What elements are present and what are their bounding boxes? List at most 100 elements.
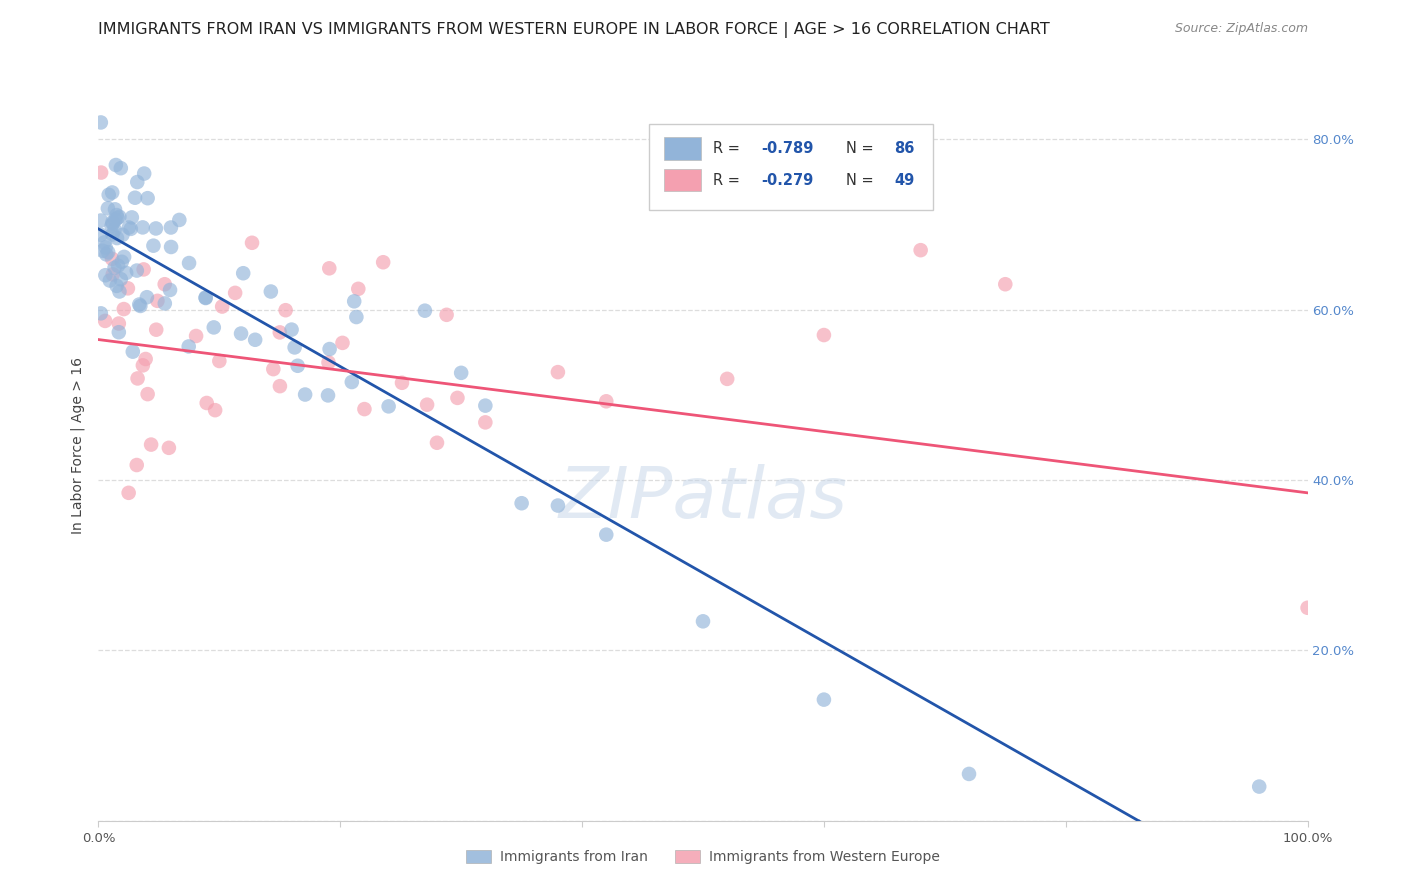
Point xyxy=(474,399,496,413)
Point xyxy=(136,387,159,401)
Point xyxy=(90,213,112,227)
Point xyxy=(157,441,180,455)
Text: 49: 49 xyxy=(894,172,914,187)
Point xyxy=(111,254,134,268)
Point xyxy=(994,277,1017,292)
Point xyxy=(142,238,165,252)
Point xyxy=(108,285,131,299)
Point xyxy=(813,692,835,706)
Point xyxy=(373,255,395,269)
Point xyxy=(112,250,135,264)
Point xyxy=(100,219,122,233)
Point xyxy=(105,208,128,222)
Point xyxy=(121,211,143,225)
Point xyxy=(269,326,291,340)
Point xyxy=(112,301,135,316)
Text: 86: 86 xyxy=(894,141,914,156)
Point xyxy=(118,220,141,235)
Point xyxy=(160,240,183,254)
Point xyxy=(108,317,131,331)
Point xyxy=(121,344,143,359)
Point xyxy=(103,260,125,275)
Point xyxy=(96,247,118,261)
FancyBboxPatch shape xyxy=(664,137,700,160)
Point xyxy=(97,245,120,260)
Point xyxy=(97,187,120,202)
Point xyxy=(211,300,233,314)
Point xyxy=(108,210,131,224)
Point xyxy=(135,290,157,304)
Point xyxy=(377,400,399,414)
Point xyxy=(194,291,217,305)
Point xyxy=(343,294,366,309)
Point xyxy=(131,220,153,235)
Text: -0.279: -0.279 xyxy=(761,172,813,187)
Point xyxy=(94,240,117,254)
Point xyxy=(243,333,266,347)
Point xyxy=(104,202,127,217)
Point xyxy=(450,366,472,380)
Point xyxy=(547,365,569,379)
Point xyxy=(110,161,132,176)
Point xyxy=(318,261,340,276)
Point xyxy=(416,398,439,412)
FancyBboxPatch shape xyxy=(648,124,932,210)
Point xyxy=(284,340,307,354)
Point xyxy=(177,256,200,270)
Point xyxy=(1249,780,1271,794)
Point xyxy=(132,262,155,277)
Text: R =: R = xyxy=(713,141,744,156)
Point xyxy=(90,165,112,179)
Point xyxy=(153,277,176,292)
Point xyxy=(101,268,124,282)
Text: ZIPatlas: ZIPatlas xyxy=(558,464,848,533)
Point xyxy=(274,303,297,318)
Point xyxy=(184,329,207,343)
Point xyxy=(957,767,980,781)
Text: Source: ZipAtlas.com: Source: ZipAtlas.com xyxy=(1174,22,1308,36)
Point xyxy=(910,243,932,257)
Point xyxy=(232,266,254,280)
Point xyxy=(135,351,157,366)
Point xyxy=(318,342,340,356)
Point xyxy=(128,297,150,311)
Point xyxy=(159,283,181,297)
Point xyxy=(208,354,231,368)
Point xyxy=(101,252,124,266)
Point xyxy=(195,396,218,410)
Point xyxy=(426,435,449,450)
Point xyxy=(353,402,375,417)
Point xyxy=(510,496,533,510)
Point xyxy=(169,213,191,227)
Point xyxy=(110,272,132,286)
Point xyxy=(260,285,283,299)
Point xyxy=(280,323,302,337)
Point xyxy=(344,310,367,324)
Point xyxy=(107,259,129,273)
Point xyxy=(595,394,617,409)
Point xyxy=(262,362,284,376)
Point xyxy=(94,268,117,283)
Point xyxy=(125,458,148,472)
Text: R =: R = xyxy=(713,172,744,187)
Point xyxy=(136,191,159,205)
Point xyxy=(340,375,363,389)
Point xyxy=(474,416,496,430)
Point xyxy=(347,282,370,296)
Point xyxy=(105,278,128,293)
Point xyxy=(145,221,167,235)
Point xyxy=(146,293,169,308)
Point xyxy=(177,339,200,353)
Point xyxy=(139,437,162,451)
Point xyxy=(229,326,252,341)
Point xyxy=(716,372,738,386)
Point xyxy=(115,266,138,280)
Point xyxy=(118,485,141,500)
Point xyxy=(145,323,167,337)
Point xyxy=(104,213,127,227)
Point xyxy=(134,167,156,181)
Point xyxy=(1296,600,1319,615)
Point xyxy=(132,359,155,373)
Point xyxy=(446,391,468,405)
Point xyxy=(104,158,127,172)
